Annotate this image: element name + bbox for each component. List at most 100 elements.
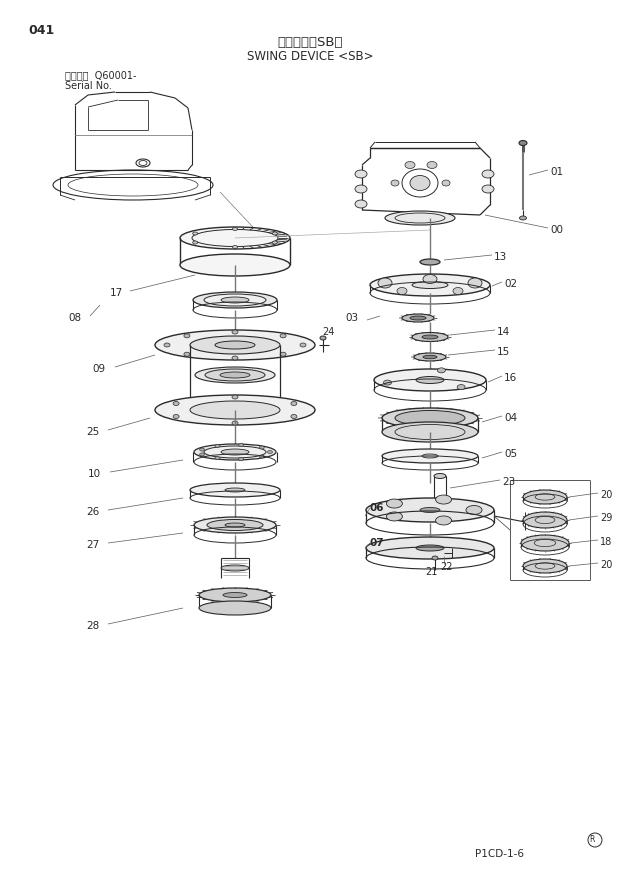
Ellipse shape bbox=[386, 499, 402, 508]
Ellipse shape bbox=[466, 505, 482, 514]
Ellipse shape bbox=[195, 367, 275, 383]
Ellipse shape bbox=[232, 228, 237, 230]
Text: 04: 04 bbox=[504, 413, 517, 423]
Ellipse shape bbox=[300, 343, 306, 347]
Ellipse shape bbox=[453, 287, 463, 294]
Ellipse shape bbox=[370, 274, 490, 296]
Text: 旋回装置＜SB＞: 旋回装置＜SB＞ bbox=[277, 36, 343, 49]
Ellipse shape bbox=[434, 473, 446, 478]
Ellipse shape bbox=[386, 512, 402, 521]
Ellipse shape bbox=[442, 180, 450, 186]
Ellipse shape bbox=[422, 454, 438, 458]
Ellipse shape bbox=[434, 498, 446, 503]
Ellipse shape bbox=[427, 162, 437, 168]
Ellipse shape bbox=[405, 162, 415, 168]
Text: 06: 06 bbox=[370, 503, 384, 513]
Ellipse shape bbox=[223, 593, 247, 597]
Ellipse shape bbox=[215, 444, 220, 448]
Ellipse shape bbox=[482, 185, 494, 193]
Ellipse shape bbox=[521, 535, 569, 551]
Ellipse shape bbox=[523, 512, 567, 528]
Ellipse shape bbox=[382, 422, 478, 442]
Ellipse shape bbox=[272, 232, 277, 235]
Ellipse shape bbox=[391, 180, 399, 186]
Ellipse shape bbox=[355, 185, 367, 193]
Ellipse shape bbox=[416, 545, 444, 551]
Text: 09: 09 bbox=[92, 364, 105, 374]
Text: 24: 24 bbox=[322, 327, 334, 337]
Ellipse shape bbox=[259, 455, 264, 458]
Ellipse shape bbox=[215, 341, 255, 349]
Ellipse shape bbox=[410, 316, 426, 320]
Text: 23: 23 bbox=[502, 477, 515, 487]
Ellipse shape bbox=[193, 232, 198, 235]
Ellipse shape bbox=[207, 519, 263, 531]
Ellipse shape bbox=[291, 402, 297, 405]
Ellipse shape bbox=[267, 450, 273, 453]
Ellipse shape bbox=[184, 333, 190, 338]
Ellipse shape bbox=[382, 408, 478, 428]
Ellipse shape bbox=[520, 216, 526, 220]
Ellipse shape bbox=[221, 565, 249, 571]
Text: 14: 14 bbox=[497, 327, 510, 337]
Ellipse shape bbox=[215, 457, 220, 459]
Ellipse shape bbox=[320, 336, 326, 340]
Ellipse shape bbox=[523, 490, 567, 504]
Text: 21: 21 bbox=[425, 567, 437, 577]
Ellipse shape bbox=[225, 488, 245, 492]
Ellipse shape bbox=[355, 200, 367, 208]
Ellipse shape bbox=[232, 421, 238, 425]
Text: 15: 15 bbox=[497, 347, 510, 357]
Text: 08: 08 bbox=[68, 313, 81, 323]
Text: 13: 13 bbox=[494, 252, 507, 262]
Ellipse shape bbox=[410, 175, 430, 190]
Text: 02: 02 bbox=[504, 279, 517, 289]
Ellipse shape bbox=[225, 523, 245, 527]
Text: 00: 00 bbox=[550, 225, 563, 235]
Text: 10: 10 bbox=[88, 469, 101, 479]
Ellipse shape bbox=[155, 330, 315, 360]
Text: 07: 07 bbox=[370, 538, 384, 548]
Text: 17: 17 bbox=[110, 288, 123, 298]
Ellipse shape bbox=[420, 507, 440, 512]
Text: 26: 26 bbox=[86, 507, 99, 517]
Text: 18: 18 bbox=[600, 537, 613, 547]
Ellipse shape bbox=[194, 517, 276, 533]
Ellipse shape bbox=[382, 449, 478, 463]
Ellipse shape bbox=[194, 444, 276, 460]
Ellipse shape bbox=[204, 446, 266, 458]
Text: 03: 03 bbox=[345, 313, 358, 323]
Ellipse shape bbox=[280, 352, 286, 356]
Text: 16: 16 bbox=[504, 373, 517, 383]
Text: 適用号機  Q60001-: 適用号機 Q60001- bbox=[65, 70, 136, 80]
Ellipse shape bbox=[378, 278, 392, 288]
Ellipse shape bbox=[190, 483, 280, 497]
Text: SWING DEVICE <SB>: SWING DEVICE <SB> bbox=[247, 51, 373, 64]
Text: Serial No.: Serial No. bbox=[65, 81, 112, 91]
Ellipse shape bbox=[457, 385, 465, 389]
Ellipse shape bbox=[199, 588, 271, 602]
Ellipse shape bbox=[193, 292, 277, 308]
Ellipse shape bbox=[221, 449, 249, 455]
Text: 20: 20 bbox=[600, 490, 613, 500]
Ellipse shape bbox=[423, 274, 437, 284]
Ellipse shape bbox=[190, 401, 280, 419]
Text: 28: 28 bbox=[86, 621, 99, 631]
Ellipse shape bbox=[366, 498, 494, 522]
Ellipse shape bbox=[204, 294, 266, 306]
Ellipse shape bbox=[395, 410, 465, 425]
Ellipse shape bbox=[437, 368, 445, 373]
Ellipse shape bbox=[519, 141, 527, 146]
Ellipse shape bbox=[173, 415, 179, 418]
Ellipse shape bbox=[374, 369, 486, 391]
Text: 05: 05 bbox=[504, 449, 517, 459]
Ellipse shape bbox=[220, 372, 250, 378]
Ellipse shape bbox=[468, 278, 482, 288]
Ellipse shape bbox=[280, 333, 286, 338]
Ellipse shape bbox=[402, 314, 434, 322]
Ellipse shape bbox=[180, 227, 290, 249]
Ellipse shape bbox=[259, 446, 264, 449]
Ellipse shape bbox=[291, 415, 297, 418]
Ellipse shape bbox=[432, 556, 438, 560]
Ellipse shape bbox=[232, 245, 237, 249]
